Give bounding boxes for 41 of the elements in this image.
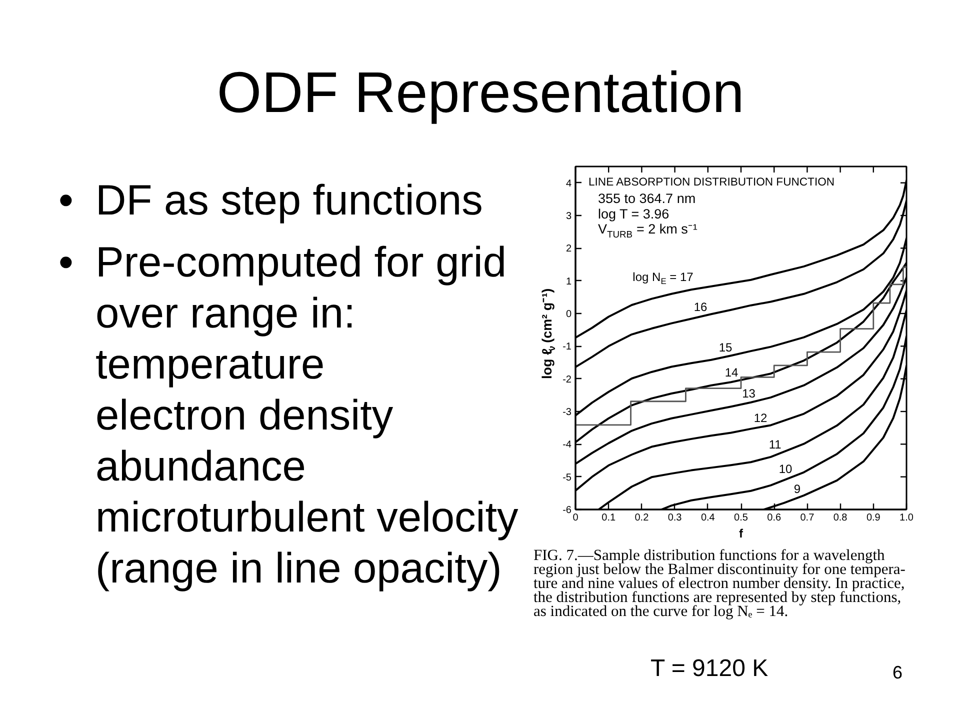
y-tick-label: -3 <box>562 407 572 418</box>
y-tick-label: 2 <box>566 244 572 255</box>
y-tick-label: -2 <box>562 374 572 386</box>
series-label: 11 <box>768 438 782 452</box>
series-label: 12 <box>754 411 768 426</box>
y-tick-label: -1 <box>562 342 572 353</box>
y-tick-label: -5 <box>562 472 572 484</box>
x-tick-label: 0.6 <box>767 512 782 524</box>
series-label: 10 <box>778 462 792 476</box>
y-tick-label: 0 <box>566 309 572 320</box>
chart-title: ODF Representation <box>216 61 744 126</box>
y-tick-label: -4 <box>562 440 572 451</box>
x-tick-label: 0.7 <box>800 512 815 524</box>
series-label: 15 <box>718 340 732 355</box>
series-label: 9 <box>794 482 801 496</box>
y-axis-title: log ℓν (cm² g⁻¹) <box>539 288 558 380</box>
x-axis-title: f <box>739 526 744 540</box>
series-label: 16 <box>694 300 708 314</box>
x-tick-label: 0.8 <box>833 512 848 524</box>
text: 6 <box>892 662 903 683</box>
x-tick-label: 0.1 <box>602 512 616 524</box>
y-tick-label: 1 <box>566 276 572 288</box>
x-tick-label: 0 <box>572 512 579 524</box>
x-tick-label: 0.2 <box>634 512 650 524</box>
x-tick-label: 0.5 <box>734 512 748 524</box>
text: • DF as step functions <box>58 177 483 224</box>
x-tick-label: 0.9 <box>866 512 881 524</box>
caption: FIG. 7.—Sample distribution functions for a wavelength region just below the Balmer discontinuity for one tempera- ture and nine values of electron number density. In practice, the distribution functions are represented by step functions, as indicated on the curve for log Nₑ = 14. <box>534 546 906 620</box>
annotation: 355 to 364.7 nm <box>598 191 696 206</box>
y-tick-label: -6 <box>562 505 572 516</box>
annotation: log T = 3.96 <box>598 206 670 222</box>
series-label: 13 <box>742 386 756 400</box>
x-tick-label: 0.4 <box>700 512 716 524</box>
series-label: 14 <box>724 366 738 380</box>
x-tick-label: 0.3 <box>668 512 682 524</box>
text: • Pre-computed for grid over range in: temperature electron density abundance microturbulent velocity (range in line opacity) <box>58 239 520 592</box>
text: T = 9120 K <box>650 655 768 682</box>
text: LINE ABSORPTION DISTRIBUTION FUNCTION <box>588 176 835 188</box>
y-tick-label: 3 <box>566 211 572 222</box>
x-tick-label: 1.0 <box>900 512 914 524</box>
y-tick-label: 4 <box>566 178 572 190</box>
